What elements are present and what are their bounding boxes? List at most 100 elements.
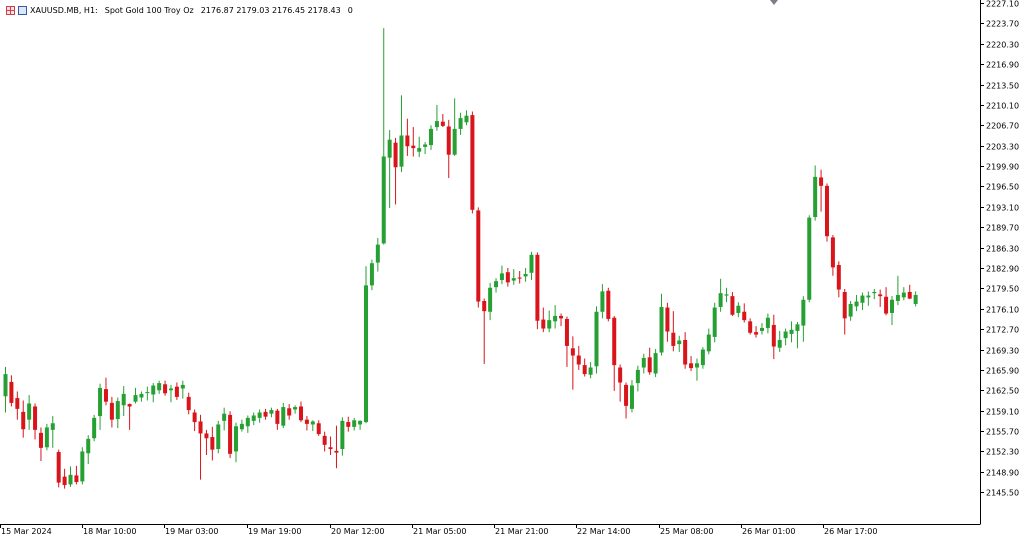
time-tick-label: 15 Mar 2024 bbox=[1, 527, 52, 536]
candle-body bbox=[523, 273, 528, 277]
time-tick-label: 26 Mar 01:00 bbox=[742, 527, 795, 536]
candle-body bbox=[245, 417, 250, 427]
candle-body bbox=[712, 307, 717, 337]
candle-body bbox=[228, 414, 233, 454]
candle-body bbox=[369, 263, 374, 286]
time-tick-label: 18 Mar 10:00 bbox=[83, 527, 136, 536]
candle-body bbox=[860, 295, 865, 303]
candle-body bbox=[293, 407, 298, 410]
candle-body bbox=[647, 357, 652, 373]
price-tick-label: 2210.10 bbox=[986, 102, 1019, 111]
candle-body bbox=[842, 291, 847, 319]
candle-body bbox=[429, 128, 434, 146]
candle-body bbox=[304, 419, 309, 424]
candle-body bbox=[499, 273, 504, 280]
price-tick-label: 2179.50 bbox=[986, 285, 1019, 294]
candle-body bbox=[9, 381, 14, 403]
candle-body bbox=[287, 408, 292, 416]
candle-body bbox=[901, 292, 906, 298]
candle-body bbox=[458, 118, 463, 129]
candle-body bbox=[257, 412, 262, 418]
chart-grid-icon[interactable] bbox=[6, 5, 15, 15]
ohlc-values: 2176.87 2179.03 2176.45 2178.43 bbox=[200, 5, 341, 15]
candle-body bbox=[665, 307, 670, 332]
symbol-icon[interactable] bbox=[18, 5, 27, 15]
candle-body bbox=[38, 432, 43, 448]
candle-body bbox=[56, 452, 61, 483]
candle-body bbox=[907, 291, 912, 299]
candle-body bbox=[115, 401, 120, 420]
candle-body bbox=[765, 317, 770, 328]
time-tick-label: 19 Mar 19:00 bbox=[248, 527, 301, 536]
candle-body bbox=[275, 410, 280, 424]
candle-body bbox=[417, 148, 422, 152]
candle-body bbox=[819, 177, 824, 186]
candle-body bbox=[807, 217, 812, 300]
candle-body bbox=[576, 355, 581, 365]
candle-body bbox=[387, 139, 392, 158]
time-tick-label: 21 Mar 05:00 bbox=[413, 527, 466, 536]
price-tick-label: 2152.30 bbox=[986, 448, 1019, 457]
candle-body bbox=[121, 393, 126, 406]
candle-body bbox=[748, 321, 753, 333]
price-tick-label: 2203.30 bbox=[986, 143, 1019, 152]
candle-body bbox=[168, 388, 173, 391]
candle-body bbox=[92, 417, 97, 439]
candle-body bbox=[830, 237, 835, 268]
candle-body bbox=[588, 367, 593, 375]
candle-body bbox=[358, 420, 363, 425]
time-tick-label: 19 Mar 03:00 bbox=[165, 527, 218, 536]
candle-body bbox=[736, 305, 741, 313]
candle-body bbox=[299, 406, 303, 421]
candle-body bbox=[629, 385, 634, 409]
candle-body bbox=[895, 294, 900, 301]
candle-body bbox=[405, 135, 410, 147]
candle-body bbox=[529, 254, 534, 273]
candle-body bbox=[606, 290, 611, 319]
candle-body bbox=[624, 384, 629, 406]
candle-body bbox=[594, 311, 599, 367]
candle-body bbox=[683, 339, 688, 365]
candle-body bbox=[281, 407, 286, 426]
candle-body bbox=[340, 420, 345, 450]
candle-body bbox=[890, 299, 894, 313]
candle-body bbox=[488, 287, 493, 312]
price-tick-label: 2186.30 bbox=[986, 245, 1019, 254]
candle-body bbox=[541, 319, 546, 329]
candle-body bbox=[151, 385, 156, 395]
price-tick-label: 2169.30 bbox=[986, 347, 1019, 356]
candle-body bbox=[600, 291, 605, 312]
candle-body bbox=[505, 272, 510, 283]
candle-body bbox=[878, 294, 883, 297]
candle-body bbox=[127, 404, 132, 407]
chart-shift-marker[interactable] bbox=[770, 0, 778, 5]
candle-body bbox=[653, 353, 658, 374]
symbol-description: Spot Gold 100 Troy Oz bbox=[104, 5, 194, 15]
candle-body bbox=[222, 413, 227, 421]
candle-body bbox=[86, 438, 91, 454]
candle-body bbox=[44, 427, 49, 448]
candle-body bbox=[233, 426, 238, 452]
candle-body bbox=[50, 423, 55, 430]
candle-body bbox=[80, 451, 85, 482]
candle-body bbox=[186, 396, 191, 411]
candle-body bbox=[730, 296, 735, 315]
candle-body bbox=[872, 291, 877, 294]
candle-body bbox=[399, 135, 404, 167]
candle-body bbox=[559, 315, 564, 319]
candle-body bbox=[21, 411, 26, 430]
candle-body bbox=[103, 389, 108, 402]
price-tick-label: 2220.30 bbox=[986, 41, 1019, 50]
price-tick-label: 2189.70 bbox=[986, 224, 1019, 233]
candle-body bbox=[364, 285, 369, 423]
candle-body bbox=[263, 411, 268, 417]
candle-body bbox=[133, 395, 138, 402]
candle-body bbox=[251, 415, 256, 421]
price-tick-label: 2213.50 bbox=[986, 82, 1019, 91]
candle-body bbox=[375, 244, 380, 263]
candle-body bbox=[689, 363, 694, 369]
candle-body bbox=[795, 324, 800, 331]
candle-body bbox=[635, 369, 640, 384]
candle-body bbox=[98, 387, 103, 417]
